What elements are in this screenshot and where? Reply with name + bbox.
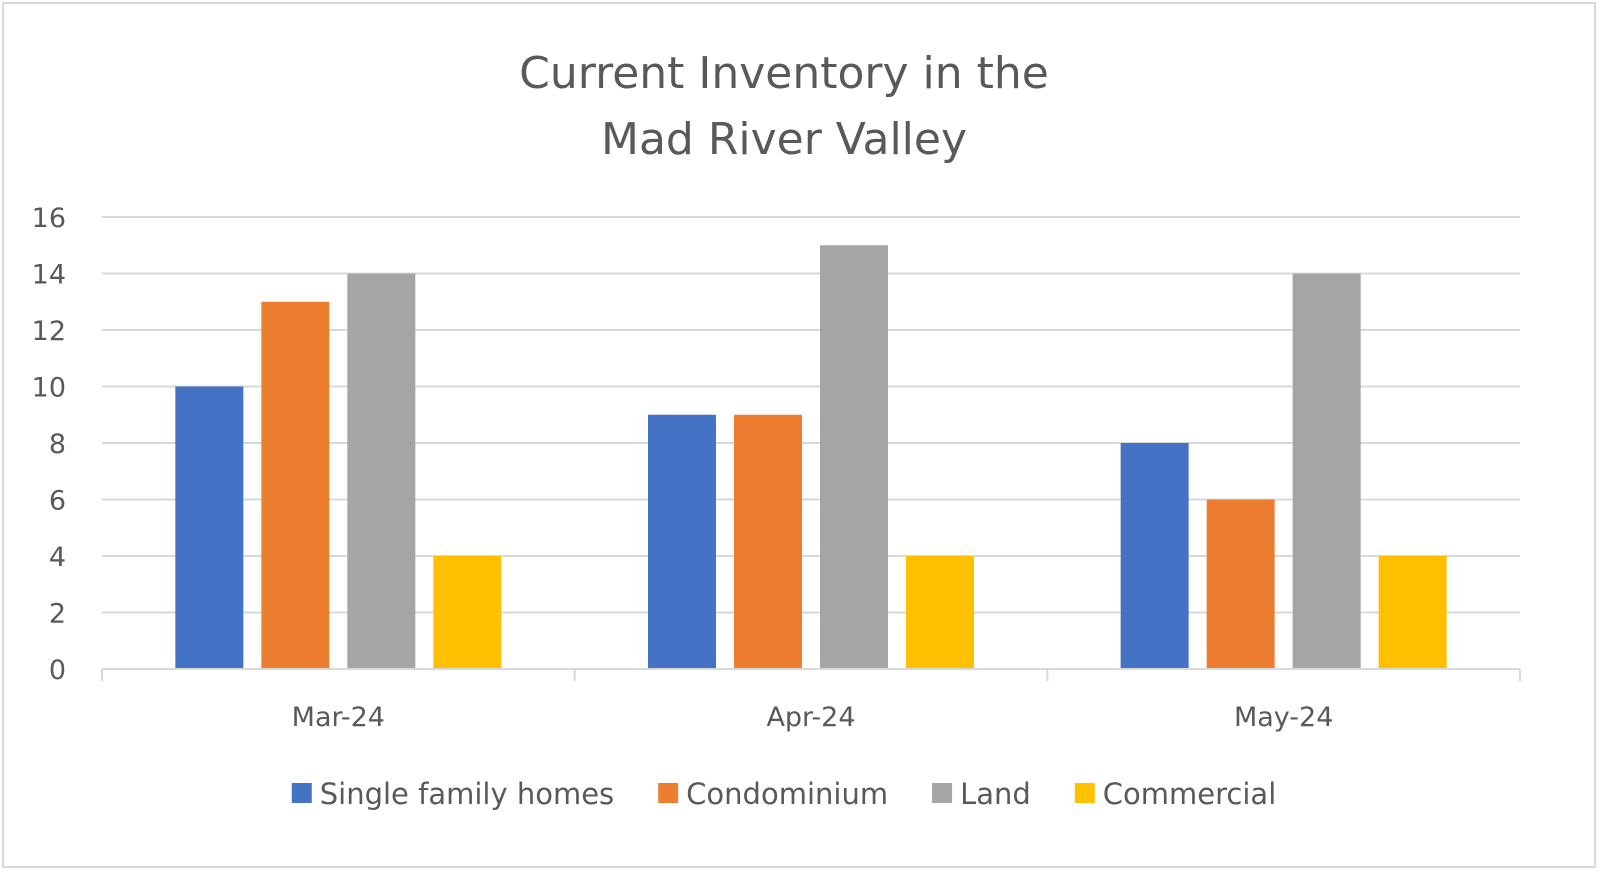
- y-tick-label: 12: [32, 316, 66, 347]
- bar: [1378, 556, 1447, 669]
- legend-swatch: [291, 783, 312, 803]
- chart-title-line-1: Current Inventory in the: [519, 48, 1049, 99]
- bar: [648, 414, 716, 669]
- bar: [734, 414, 802, 669]
- x-tick-label: Apr-24: [766, 702, 855, 733]
- y-tick-label: 14: [32, 260, 66, 291]
- bar: [261, 301, 330, 669]
- bar: [347, 273, 416, 669]
- chart: Current Inventory in the Mad River Valle…: [32, 48, 1521, 811]
- bar: [906, 556, 974, 669]
- y-tick-label: 2: [49, 599, 66, 630]
- legend-label: Land: [960, 777, 1031, 811]
- y-tick-label: 8: [49, 429, 66, 460]
- legend-label: Commercial: [1103, 777, 1276, 811]
- bar: [433, 556, 502, 669]
- bar: [1292, 273, 1361, 669]
- y-axis-tick-labels: 0 2 4 6 8 10 12 14 16: [32, 203, 66, 686]
- legend-swatch: [658, 783, 679, 803]
- y-tick-label: 10: [32, 373, 66, 404]
- bars: [175, 245, 1447, 669]
- gridlines: [102, 216, 1520, 614]
- bar: [1120, 443, 1189, 669]
- legend: Single family homes Condominium Land Commer…: [291, 777, 1276, 811]
- x-tick-label: May-24: [1234, 702, 1333, 733]
- chart-title: Current Inventory in the Mad River Valle…: [519, 48, 1049, 165]
- bar: [1206, 499, 1275, 669]
- legend-label: Single family homes: [320, 777, 614, 811]
- bar: [820, 245, 888, 669]
- y-tick-label: 6: [49, 486, 66, 517]
- legend-label: Condominium: [686, 777, 888, 811]
- bar: [175, 386, 244, 669]
- legend-swatch: [1074, 783, 1095, 803]
- y-tick-label: 16: [32, 203, 66, 234]
- x-axis: [101, 668, 1521, 681]
- x-tick-label: Mar-24: [292, 702, 385, 733]
- chart-title-line-2: Mad River Valley: [601, 114, 967, 165]
- y-tick-label: 0: [49, 655, 66, 686]
- y-tick-label: 4: [49, 542, 66, 573]
- x-axis-tick-labels: Mar-24 Apr-24 May-24: [292, 702, 1334, 733]
- legend-swatch: [932, 783, 953, 803]
